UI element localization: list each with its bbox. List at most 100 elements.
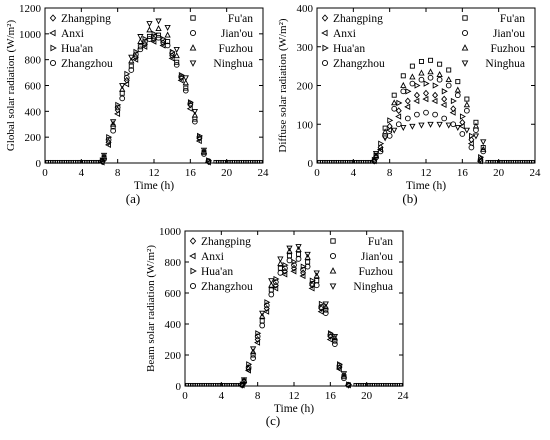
y-tick-label: 800 (25, 55, 42, 67)
data-point (259, 322, 266, 329)
y-tick-label: 400 (297, 3, 314, 15)
legend-marker (49, 59, 57, 67)
data-point (259, 310, 266, 317)
y-axis-label: Beam solar radiation (W/m²) (145, 245, 157, 372)
data-point (381, 128, 389, 135)
x-tick-label: 20 (493, 167, 505, 179)
data-point (268, 291, 275, 298)
data-point (414, 111, 420, 118)
legend-marker (461, 44, 469, 51)
data-point (244, 367, 251, 374)
data-point (137, 37, 144, 44)
series-ninghua (372, 121, 487, 157)
x-tick-label: 0 (42, 167, 48, 179)
data-point (168, 55, 175, 62)
series-anxi (98, 38, 211, 166)
x-tick-label: 4 (79, 167, 85, 179)
data-point (295, 244, 302, 251)
legend-marker (329, 252, 337, 260)
legend-label: Anxi (333, 28, 356, 40)
y-tick-label: 300 (297, 42, 314, 54)
data-point (445, 76, 452, 83)
data-point (272, 279, 279, 286)
legend-marker (189, 252, 196, 260)
data-point (391, 92, 397, 98)
data-point (409, 80, 416, 87)
data-point (464, 107, 470, 114)
data-point (299, 272, 306, 280)
data-point (109, 119, 117, 126)
data-point (480, 145, 486, 150)
data-point (192, 118, 198, 125)
data-point (309, 277, 316, 284)
data-point (132, 56, 139, 63)
x-tick-label: 4 (351, 167, 357, 179)
data-point (106, 134, 113, 141)
x-axis-label: Time (h) (134, 180, 174, 192)
x-tick-label: 8 (255, 390, 261, 402)
legend-marker (189, 44, 197, 51)
data-point (459, 131, 466, 137)
data-point (450, 121, 457, 128)
data-point (146, 21, 153, 28)
data-point (391, 99, 398, 106)
y-tick-label: 200 (165, 350, 182, 362)
data-point (290, 268, 297, 275)
legend-label: Jian'ou (221, 28, 253, 40)
data-point (137, 34, 144, 41)
data-point (468, 144, 475, 151)
x-tick-label: 12 (149, 167, 160, 179)
data-point (322, 301, 329, 308)
data-point (277, 270, 284, 276)
data-point (245, 364, 252, 371)
series-huaan (239, 258, 353, 388)
data-point (142, 35, 149, 43)
data-point (427, 68, 434, 75)
data-point (370, 157, 377, 165)
data-point (304, 263, 311, 270)
legend-marker (322, 44, 329, 52)
x-tick-label: 12 (289, 390, 300, 402)
data-point (313, 272, 320, 279)
x-tick-label: 12 (421, 167, 432, 179)
data-point (156, 32, 162, 38)
data-point (450, 97, 457, 105)
data-point (169, 50, 176, 57)
data-point (432, 82, 439, 89)
data-point (196, 134, 203, 141)
data-point (391, 105, 398, 112)
legend-label: Zhangping (333, 13, 383, 25)
data-point (477, 158, 484, 164)
y-tick-label: 600 (165, 288, 182, 300)
data-point (418, 122, 425, 129)
y-tick-label: 200 (25, 132, 42, 144)
data-point (400, 88, 407, 95)
data-point (200, 147, 208, 154)
data-point (182, 79, 189, 86)
data-point (458, 123, 465, 130)
data-point (332, 341, 338, 348)
zero-point (530, 159, 535, 164)
series-zhangzhou (239, 262, 352, 388)
data-point (409, 63, 415, 69)
legend: Zhangping Anxi Hua'an Zhangzhou Fu'an Jian'ou… (189, 236, 393, 293)
data-point (291, 258, 298, 266)
legend-marker (49, 14, 57, 22)
data-point (441, 88, 448, 95)
series-fuan (241, 251, 347, 384)
data-point (165, 39, 171, 45)
data-point (259, 318, 265, 324)
data-point (323, 307, 329, 313)
data-point (300, 266, 306, 273)
legend-marker (462, 15, 468, 21)
data-point (378, 140, 385, 147)
legend-marker (49, 29, 56, 37)
data-point (396, 99, 403, 107)
legend-label: Hua'an (201, 266, 233, 278)
baseline-zero-markers (45, 159, 263, 164)
data-point (254, 333, 261, 340)
data-point (240, 377, 248, 384)
data-point (100, 152, 108, 159)
y-tick-label: 0 (36, 158, 42, 170)
data-point (413, 91, 420, 99)
